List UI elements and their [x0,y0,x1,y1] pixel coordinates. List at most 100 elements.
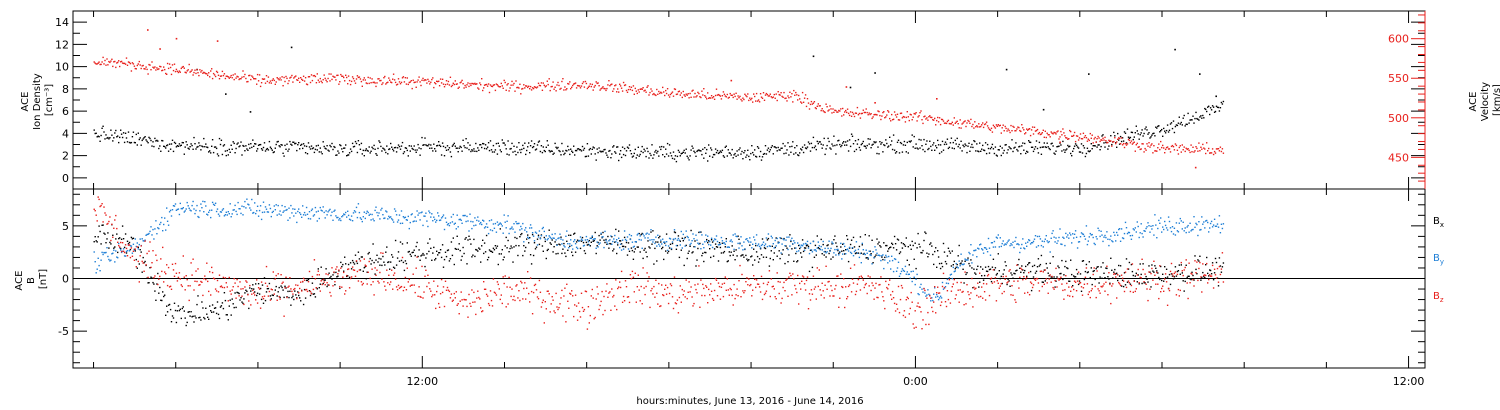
by-point [1072,233,1074,235]
density-point [383,148,385,150]
by-point [325,210,327,212]
bx-point [1219,265,1222,267]
by-point [1032,240,1035,243]
time-tick-label: 12:00 [1393,375,1425,388]
density-point [1114,135,1116,137]
by-point [488,220,491,222]
velocity-point [616,91,618,93]
velocity-point [1044,130,1046,132]
density-point [529,152,531,154]
density-point [1182,117,1184,119]
bx-point [125,252,128,254]
density-point [117,135,119,137]
density-point [1167,131,1170,133]
density-point [347,154,350,156]
density-point [434,148,436,150]
bx-point [666,252,669,254]
density-point [932,144,934,146]
velocity-point [556,84,558,86]
velocity-point [216,40,219,42]
bx-point [1066,267,1068,269]
bx-point [834,235,836,237]
density-point [292,141,294,143]
by-point [1220,223,1223,225]
bx-point [292,295,294,297]
bx-point [192,315,194,317]
bx-point [843,250,845,252]
by-point [590,237,592,240]
density-point [644,150,646,152]
bx-point [467,239,469,241]
by-point [543,230,545,233]
bx-point [412,251,414,253]
by-point [512,228,514,230]
velocity-point [1159,148,1161,151]
velocity-point [620,87,623,89]
by-point [431,213,433,215]
velocity-point [312,75,315,77]
density-point [206,146,208,148]
bx-point [387,261,389,264]
bx-point [634,248,636,250]
velocity-point [509,87,511,89]
density-point [526,149,528,152]
density-point [119,136,121,139]
density-point [1085,152,1088,155]
bx-point [1004,261,1006,263]
bz-point [182,255,184,257]
by-point [668,237,671,240]
bx-point [1028,262,1031,264]
density-point [505,148,507,150]
bx-point [291,296,293,299]
by-point [582,245,585,247]
density-point [174,142,177,145]
bx-point [388,261,390,263]
bx-point [846,238,849,241]
by-point [981,248,983,250]
bx-point [542,250,544,252]
by-point [848,246,851,249]
density-point [1004,144,1006,146]
by-point [627,248,630,250]
velocity-point [457,87,459,89]
by-point [1025,242,1027,244]
by-point [888,255,890,258]
density-point [584,155,587,158]
density-point [1012,150,1014,153]
by-point [353,210,356,212]
bx-point [379,264,381,266]
by-point [996,237,998,239]
by-point [846,249,848,251]
density-point [453,142,455,145]
density-point [304,152,307,154]
velocity-point [322,79,324,81]
density-point [1071,155,1073,157]
velocity-point [737,95,739,97]
bz-point [211,271,214,274]
by-point [323,211,325,214]
bx-point [979,281,981,283]
velocity-point [545,85,547,87]
by-point [1015,236,1017,239]
density-point [298,142,300,144]
density-point [239,145,241,147]
density-point [154,137,156,140]
by-point [1159,222,1161,224]
bx-point [1130,263,1133,266]
by-point [1114,234,1116,236]
bx-point [1022,269,1024,271]
by-point [709,240,711,243]
velocity-point [309,81,312,84]
by-point [538,230,541,232]
by-point [1107,238,1109,240]
by-point [347,214,350,217]
bz-point [223,286,226,289]
bx-point [179,308,181,310]
bx-point [359,269,362,271]
density-point [229,151,231,153]
density-point [493,151,496,153]
bx-point [323,279,325,281]
velocity-point [834,109,836,111]
velocity-point [925,118,927,120]
density-point [496,153,499,155]
